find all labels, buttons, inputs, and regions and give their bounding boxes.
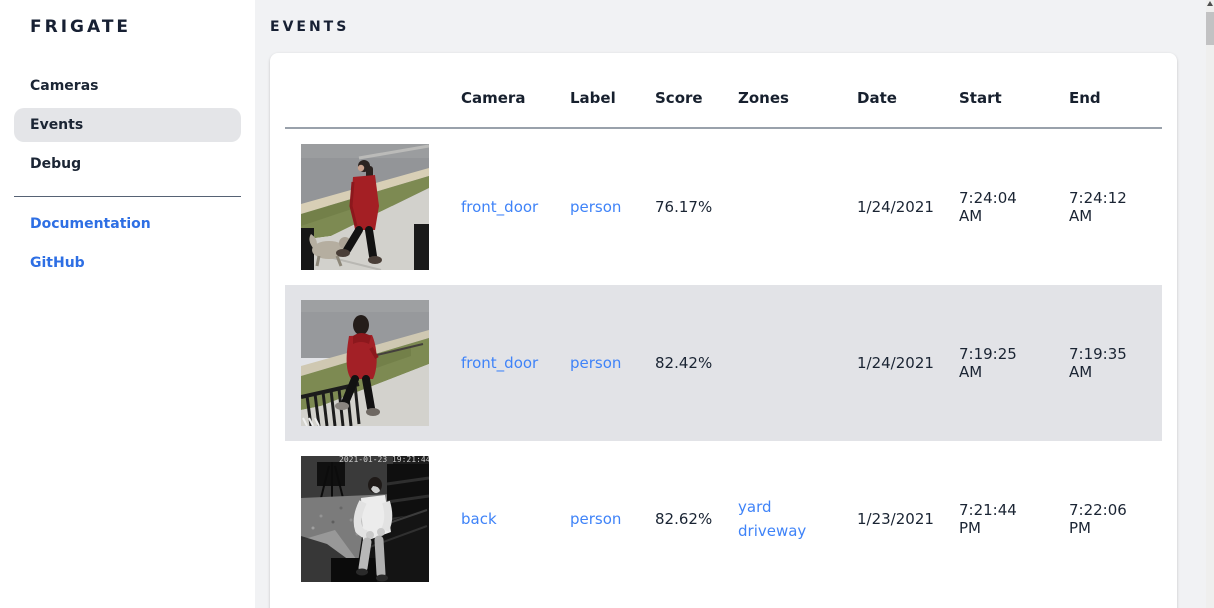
score-value: 82.62% [655,510,713,528]
event-thumbnail[interactable]: 2021-01-23 19:21:44 [301,456,429,582]
end-value: 7:24:12 AM [1069,189,1127,225]
start-value: 7:21:44 PM [959,501,1017,537]
zone-link[interactable]: driveway [738,522,807,540]
zones-cell [722,128,841,285]
column-label: Label [554,53,639,129]
events-table: Camera Label Score Zones Date Start End [285,53,1162,597]
sidebar-link-github[interactable]: GitHub [30,255,85,271]
camera-link[interactable]: front_door [461,354,539,372]
sidebar-item-events[interactable]: Events [14,108,241,142]
column-zones: Zones [722,53,841,129]
events-card: Camera Label Score Zones Date Start End [270,53,1177,608]
thumbnail-timestamp-overlay: 2021-01-23 19:21:44 [339,456,429,464]
zone-link[interactable]: yard [738,498,772,516]
sidebar-item-debug[interactable]: Debug [30,156,82,172]
end-value: 7:22:06 PM [1069,501,1127,537]
date-value: 1/24/2021 [857,354,934,372]
table-header-row: Camera Label Score Zones Date Start End [285,53,1162,129]
sidebar-divider [14,196,241,197]
column-thumbnail [285,53,445,129]
event-row[interactable]: front_door person 82.42% 1/24/2021 7:19:… [285,285,1162,441]
event-row[interactable]: 2021-01-23 19:21:44 back person 82.62% y… [285,441,1162,597]
score-value: 82.42% [655,354,713,372]
vertical-scrollbar[interactable] [1206,0,1214,608]
sidebar-item-cameras[interactable]: Cameras [30,78,99,94]
score-value: 76.17% [655,198,713,216]
sidebar-nav: Cameras Events Debug [0,69,255,181]
column-date: Date [841,53,943,129]
event-row[interactable]: front_door person 76.17% 1/24/2021 7:24:… [285,128,1162,285]
column-start: Start [943,53,1053,129]
sidebar: FRIGATE Cameras Events Debug Documentati… [0,0,255,608]
label-link[interactable]: person [570,510,622,528]
start-value: 7:19:25 AM [959,345,1017,381]
app-logo: FRIGATE [30,17,132,37]
page-title: EVENTS [270,19,350,35]
event-thumbnail[interactable] [301,144,429,270]
zones-cell: yard driveway [722,441,841,597]
scrollbar-thumb[interactable] [1206,12,1214,45]
end-value: 7:19:35 AM [1069,345,1127,381]
scrollbar-up-arrow-icon [1207,1,1213,6]
sidebar-link-documentation[interactable]: Documentation [30,216,151,232]
date-value: 1/24/2021 [857,198,934,216]
column-camera: Camera [445,53,554,129]
event-thumbnail[interactable] [301,300,429,426]
zones-cell [722,285,841,441]
label-link[interactable]: person [570,354,622,372]
main-content: EVENTS Camera Label Score Zones Date Sta… [255,0,1214,608]
start-value: 7:24:04 AM [959,189,1017,225]
date-value: 1/23/2021 [857,510,934,528]
camera-link[interactable]: front_door [461,198,539,216]
camera-link[interactable]: back [461,510,497,528]
column-score: Score [639,53,722,129]
column-end: End [1053,53,1162,129]
label-link[interactable]: person [570,198,622,216]
